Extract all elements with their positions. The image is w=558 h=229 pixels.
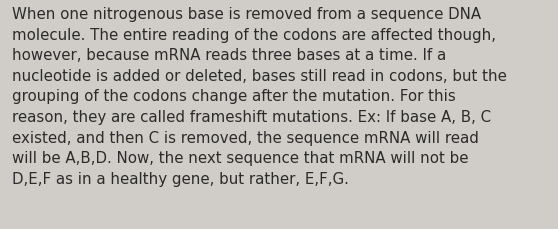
Text: When one nitrogenous base is removed from a sequence DNA
molecule. The entire re: When one nitrogenous base is removed fro… bbox=[12, 7, 507, 186]
